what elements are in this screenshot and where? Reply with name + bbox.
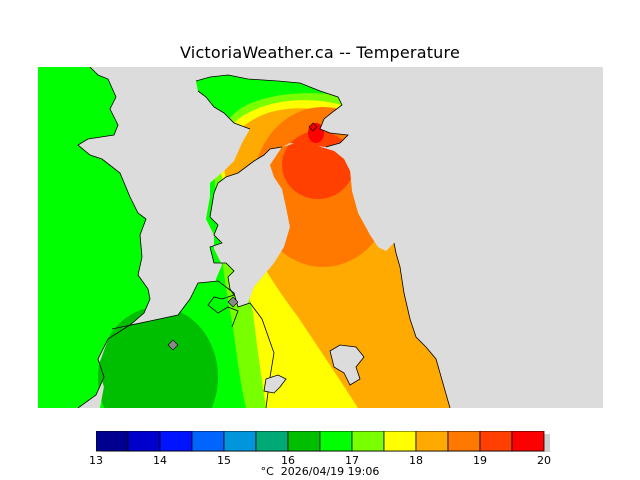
station-marker xyxy=(167,339,179,351)
legend-swatch xyxy=(319,431,353,452)
map-title: VictoriaWeather.ca -- Temperature xyxy=(180,43,460,62)
coastline xyxy=(77,67,451,408)
legend-swatch xyxy=(415,431,449,452)
legend-tick-label: 15 xyxy=(217,454,231,467)
legend-tick-label: 18 xyxy=(409,454,423,467)
legend-tick-label: 19 xyxy=(473,454,487,467)
legend-swatch xyxy=(287,431,321,452)
legend-tick-label: 16 xyxy=(281,454,295,467)
legend-tick-label: 13 xyxy=(89,454,103,467)
temperature-map xyxy=(38,67,603,408)
legend-footer: °C 2026/04/19 19:06 xyxy=(0,465,640,478)
legend-swatch xyxy=(479,431,513,452)
legend-tick-label: 14 xyxy=(153,454,167,467)
legend-swatch xyxy=(383,431,417,452)
legend-swatch xyxy=(223,431,257,452)
legend-swatch xyxy=(127,431,161,452)
legend-swatch xyxy=(159,431,193,452)
temperature-legend xyxy=(96,431,550,452)
legend-swatch xyxy=(351,431,385,452)
station-marker xyxy=(227,296,239,308)
legend-swatch xyxy=(96,431,129,452)
inland-lake xyxy=(329,344,365,386)
legend-swatch xyxy=(255,431,289,452)
timestamp: 2026/04/19 19:06 xyxy=(280,465,380,478)
legend-tick-labels: 13 14 15 16 17 18 19 20 xyxy=(0,454,640,468)
small-lake xyxy=(263,374,287,394)
station-marker xyxy=(308,122,318,132)
legend-swatch xyxy=(511,431,545,452)
legend-swatch xyxy=(447,431,481,452)
legend-tick-label: 20 xyxy=(537,454,551,467)
legend-swatch xyxy=(191,431,225,452)
unit-label: °C xyxy=(260,465,274,478)
legend-tick-label: 17 xyxy=(345,454,359,467)
